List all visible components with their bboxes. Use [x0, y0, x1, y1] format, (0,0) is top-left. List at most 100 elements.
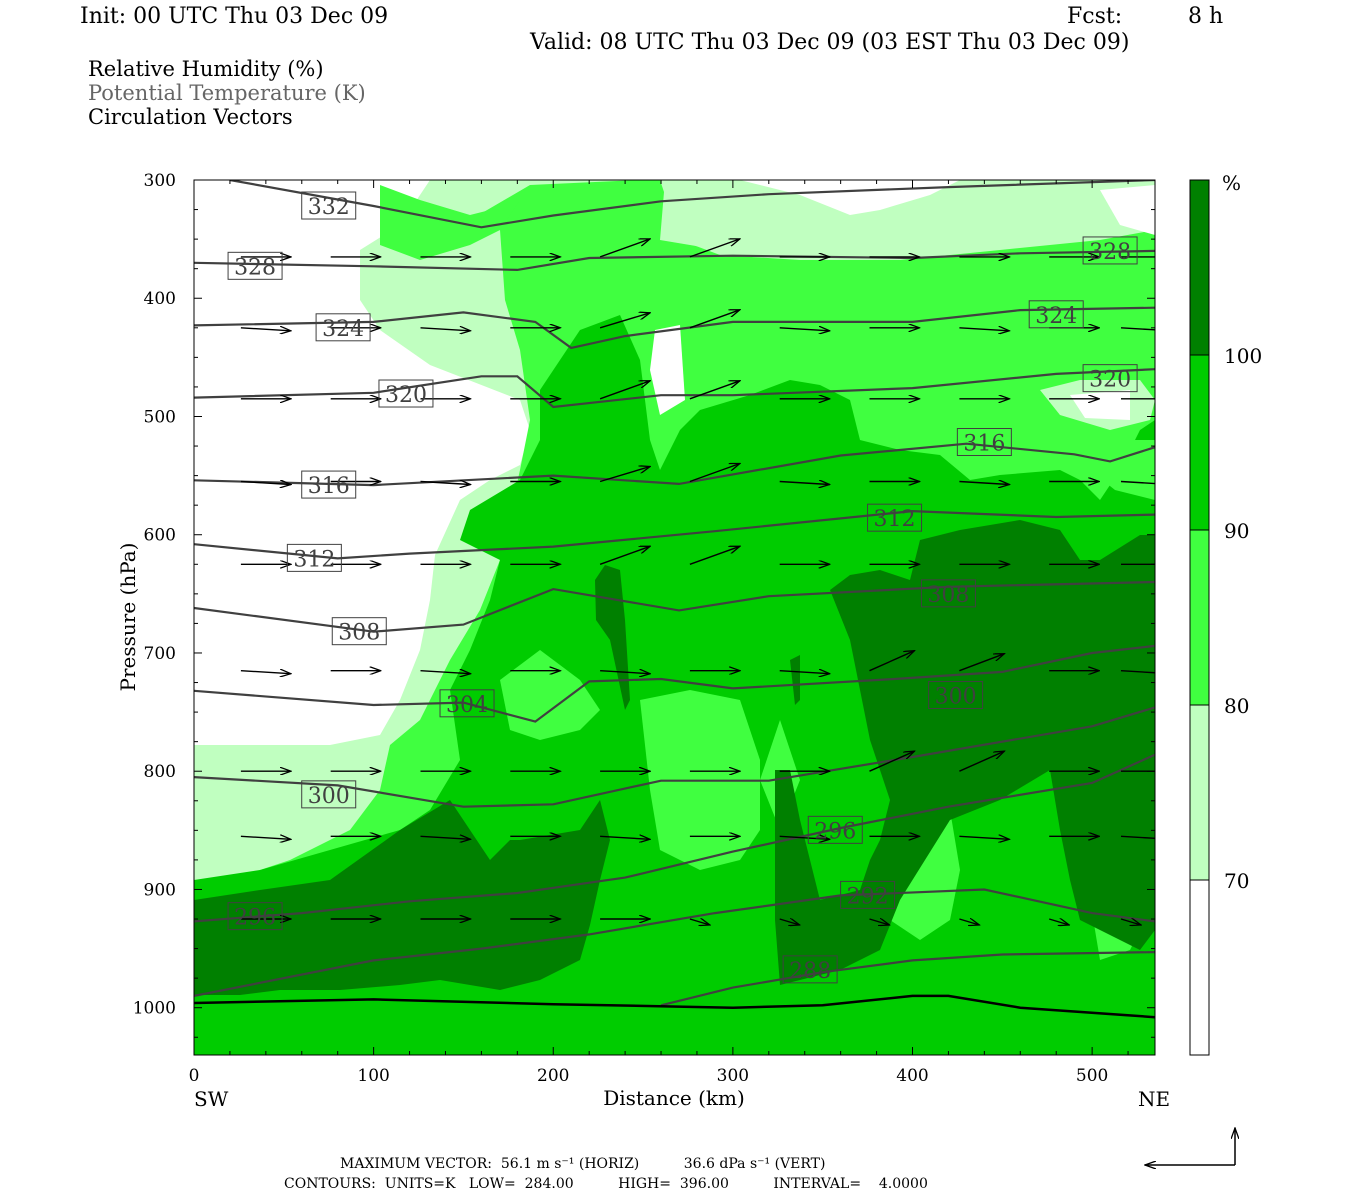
theta-label-text: 296	[814, 819, 856, 844]
theta-label-box	[301, 780, 357, 809]
theta-label-324-2: 324	[315, 313, 371, 342]
vector-5-4	[600, 671, 650, 674]
theta-label-box	[227, 251, 283, 280]
theta-label-300-16: 300	[928, 681, 984, 710]
theta-label-text: 320	[385, 383, 427, 408]
vector-4-4	[599, 546, 650, 565]
colorbar-label-90: 90	[1224, 519, 1249, 543]
vector-1-4	[599, 313, 650, 329]
vector-4-5	[689, 546, 740, 565]
reference-vector-icon	[1145, 1128, 1235, 1165]
theta-label-text: 312	[293, 547, 335, 572]
vector-5-10	[1120, 670, 1155, 674]
vector-8-8	[959, 919, 979, 925]
theta-label-text: 324	[322, 317, 364, 342]
vector-3-0	[240, 482, 291, 485]
x-tick-label-200: 200	[537, 1066, 569, 1086]
theta-contour-292-10	[194, 888, 1155, 997]
legend-potential-temperature: Potential Temperature (K)	[88, 81, 366, 105]
max-vector-note: MAXIMUM VECTOR: 56.1 m s⁻¹ (HORIZ) 36.6 …	[340, 1156, 826, 1172]
vector-5-2	[420, 671, 471, 674]
theta-contour-296-9	[194, 753, 1155, 923]
theta-label-text: 304	[446, 693, 488, 718]
theta-label-text: 324	[1035, 304, 1077, 329]
theta-label-text: 332	[308, 195, 350, 220]
theta-contour-332-0	[229, 180, 1155, 229]
theta-label-328-18: 328	[1082, 236, 1138, 265]
theta-contours	[194, 180, 1155, 1007]
init-time: Init: 00 UTC Thu 03 Dec 09	[80, 4, 389, 29]
x-tick-label-0: 0	[189, 1066, 200, 1086]
theta-label-box	[331, 617, 387, 646]
theta-label-box	[807, 815, 863, 844]
theta-label-328-1: 328	[227, 251, 283, 280]
vector-2-4	[599, 381, 650, 400]
theta-contour-320-3	[194, 368, 1155, 409]
x-tick-label-500: 500	[1076, 1066, 1108, 1086]
x-tick-label-400: 400	[896, 1066, 928, 1086]
contours-note: CONTOURS: UNITS=K LOW= 284.00 HIGH= 396.…	[284, 1176, 928, 1192]
colorbar-segment-80	[1189, 529, 1210, 706]
vector-8-5	[689, 919, 710, 925]
theta-label-316-4: 316	[301, 470, 357, 499]
x-axis-title: Distance (km)	[603, 1086, 745, 1110]
colorbar-label-70: 70	[1224, 869, 1249, 893]
colorbar-label-80: 80	[1224, 694, 1249, 718]
theta-label-304-7: 304	[439, 689, 495, 718]
y-tick-label-300: 300	[144, 171, 176, 191]
colorbar-unit: %	[1222, 171, 1241, 195]
vector-7-0	[240, 836, 291, 839]
vector-1-5	[689, 310, 740, 329]
colorbar-segment-70	[1189, 704, 1210, 881]
colorbar-segment-100	[1189, 179, 1210, 356]
theta-label-text: 328	[1089, 240, 1131, 265]
y-tick-label-700: 700	[144, 644, 176, 664]
theta-label-296-10: 296	[807, 815, 863, 844]
theta-contour-312-5	[194, 509, 1155, 560]
y-tick-label-600: 600	[144, 526, 176, 546]
theta-label-324-17: 324	[1028, 300, 1084, 329]
vector-8-6	[779, 919, 800, 925]
theta-label-box	[920, 579, 976, 608]
vector-7-2	[420, 836, 471, 839]
vector-1-6	[779, 328, 830, 331]
legend-circulation-vectors: Circulation Vectors	[88, 105, 293, 129]
theta-label-box	[378, 379, 434, 408]
theta-label-332-0: 332	[301, 191, 357, 220]
theta-label-text: 312	[874, 507, 916, 532]
vector-5-7	[869, 651, 915, 672]
theta-contour-304-7	[194, 644, 1155, 723]
vector-3-8	[959, 482, 1009, 485]
colorbar: % 70 80 90 100	[1189, 171, 1262, 1056]
theta-label-text: 316	[308, 474, 350, 499]
theta-contour-324-2	[194, 306, 1155, 350]
theta-label-box	[227, 902, 283, 931]
vector-7-4	[600, 836, 650, 839]
plot-frame	[193, 179, 1156, 1056]
x-tick-label-300: 300	[717, 1066, 749, 1086]
vector-1-0	[240, 328, 291, 331]
vector-8-7	[869, 919, 890, 925]
theta-label-text: 316	[963, 432, 1005, 457]
theta-label-312-14: 312	[867, 503, 923, 532]
x-axis: 0 100 200 300 400 500	[189, 180, 1129, 1086]
forecast-hours: 8 h	[1188, 4, 1224, 29]
y-axis-title: Pressure (hPa)	[116, 543, 140, 692]
theta-label-box	[1082, 236, 1138, 265]
theta-label-text: 328	[234, 255, 276, 280]
theta-label-292-11: 292	[840, 880, 896, 909]
vector-7-10	[1120, 835, 1155, 840]
theta-contour-300-8	[194, 706, 1155, 808]
terrain-line	[194, 994, 1155, 1019]
theta-label-text: 300	[935, 685, 977, 710]
vector-5-6	[779, 671, 830, 674]
vector-7-6	[779, 836, 830, 839]
vector-3-6	[779, 482, 830, 485]
theta-label-box	[840, 880, 896, 909]
theta-label-288-12: 288	[782, 955, 838, 984]
x-end-label-sw: SW	[194, 1087, 229, 1111]
theta-label-text: 308	[927, 583, 969, 608]
vector-3-5	[689, 464, 740, 483]
vector-8-9	[1048, 919, 1069, 925]
theta-label-box	[315, 313, 371, 342]
